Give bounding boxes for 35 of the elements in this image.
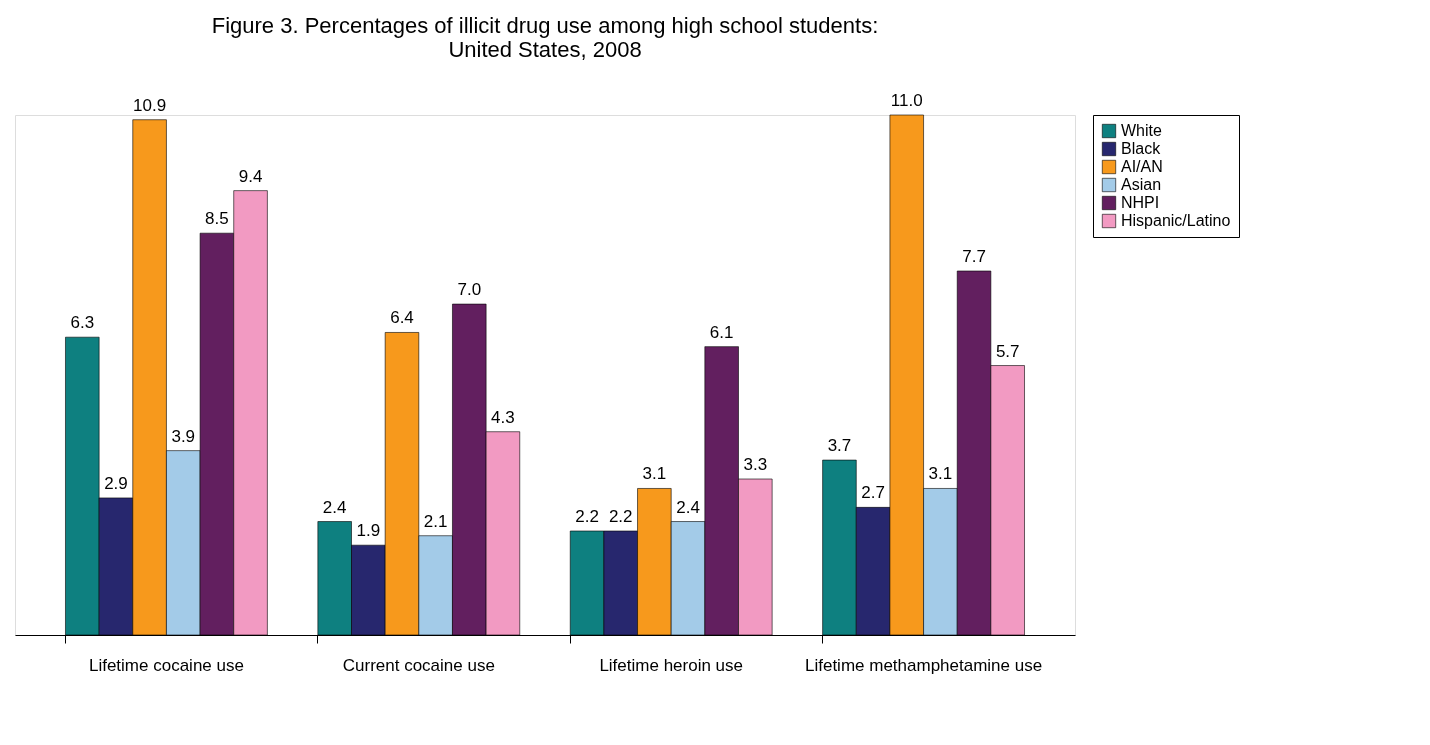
data-label: 6.4 (390, 308, 414, 328)
data-label: 11.0 (890, 91, 923, 110)
data-label: 3.7 (827, 436, 852, 456)
data-label: 2.9 (104, 473, 128, 493)
data-label: 2.2 (608, 507, 633, 526)
data-label: 2.7 (861, 483, 885, 503)
legend-label: Asian (1121, 176, 1162, 193)
data-label: 2.1 (423, 511, 448, 531)
legend-label: Black (1121, 140, 1162, 157)
data-label: 3.9 (171, 426, 196, 446)
data-label: 3.3 (743, 455, 768, 474)
legend-label: White (1121, 122, 1162, 139)
data-label: 8.5 (205, 209, 229, 229)
data-label: 6.3 (70, 313, 95, 333)
data-label: 5.7 (995, 341, 1020, 361)
data-label: 3.1 (642, 464, 667, 484)
chart-title: Figure 3. Percentages of illicit drug use among high school students: United States, 2008 (211, 13, 879, 62)
data-label: 2.4 (676, 497, 700, 517)
data-label: 10.9 (133, 95, 167, 115)
data-label: 7.7 (962, 247, 986, 266)
data-label: 2.4 (322, 497, 347, 517)
x-tick-label: Lifetime cocaine use (88, 655, 244, 675)
x-tick-label: Lifetime methamphetamine use (804, 655, 1043, 675)
data-label: 9.4 (238, 166, 263, 186)
data-label: 2.2 (575, 507, 599, 526)
legend-label: AI/AN (1121, 158, 1163, 175)
data-label: 3.1 (928, 464, 953, 484)
legend-label: NHPI (1121, 194, 1160, 211)
data-label: 6.1 (709, 322, 734, 342)
data-label: 1.9 (356, 521, 381, 541)
legend-label: Hispanic/Latino (1121, 212, 1231, 229)
data-label: 7.0 (457, 280, 482, 300)
x-tick-label: Current cocaine use (342, 655, 495, 675)
x-tick-label: Lifetime heroin use (599, 655, 744, 675)
data-label: 4.3 (491, 407, 515, 427)
